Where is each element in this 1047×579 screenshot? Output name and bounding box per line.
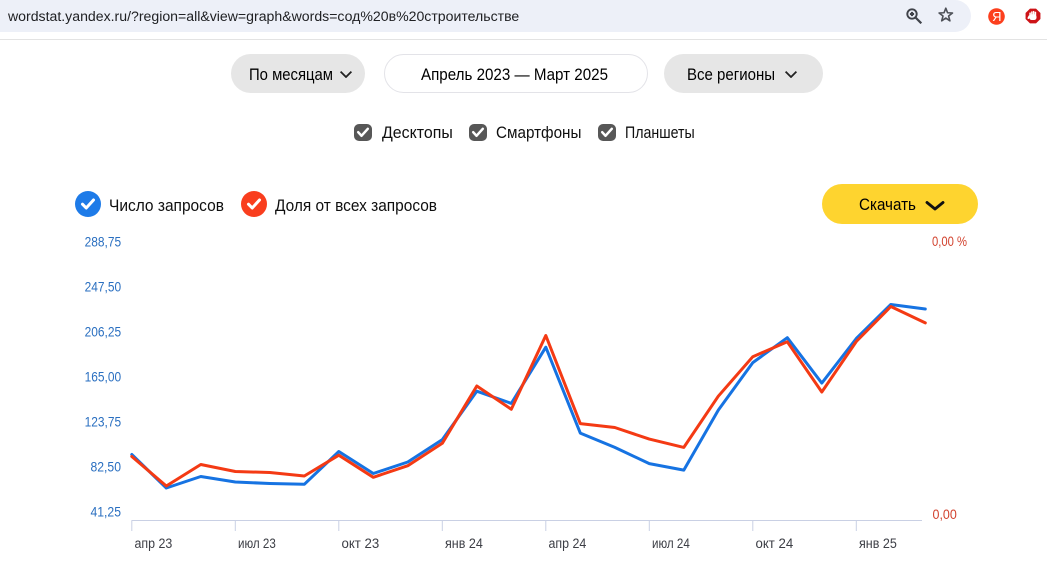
svg-text:июл 24: июл 24 <box>652 536 690 551</box>
svg-text:206,25: 206,25 <box>85 324 122 339</box>
svg-text:янв 24: янв 24 <box>445 536 483 551</box>
svg-text:165,00: 165,00 <box>85 369 122 384</box>
svg-text:41,25: 41,25 <box>91 504 122 519</box>
svg-text:0,00: 0,00 <box>933 507 957 522</box>
svg-text:123,75: 123,75 <box>85 414 122 429</box>
svg-text:82,50: 82,50 <box>91 459 122 474</box>
svg-text:апр 24: апр 24 <box>549 536 587 551</box>
svg-text:Я: Я <box>992 9 1001 24</box>
svg-text:окт 23: окт 23 <box>342 536 380 551</box>
svg-text:июл 23: июл 23 <box>238 536 276 551</box>
svg-text:288,75: 288,75 <box>85 235 122 250</box>
svg-text:0,00 %: 0,00 % <box>932 234 967 249</box>
svg-text:окт 24: окт 24 <box>756 536 794 551</box>
svg-text:247,50: 247,50 <box>85 280 122 295</box>
svg-text:янв 25: янв 25 <box>859 536 897 551</box>
svg-text:апр 23: апр 23 <box>135 536 173 551</box>
